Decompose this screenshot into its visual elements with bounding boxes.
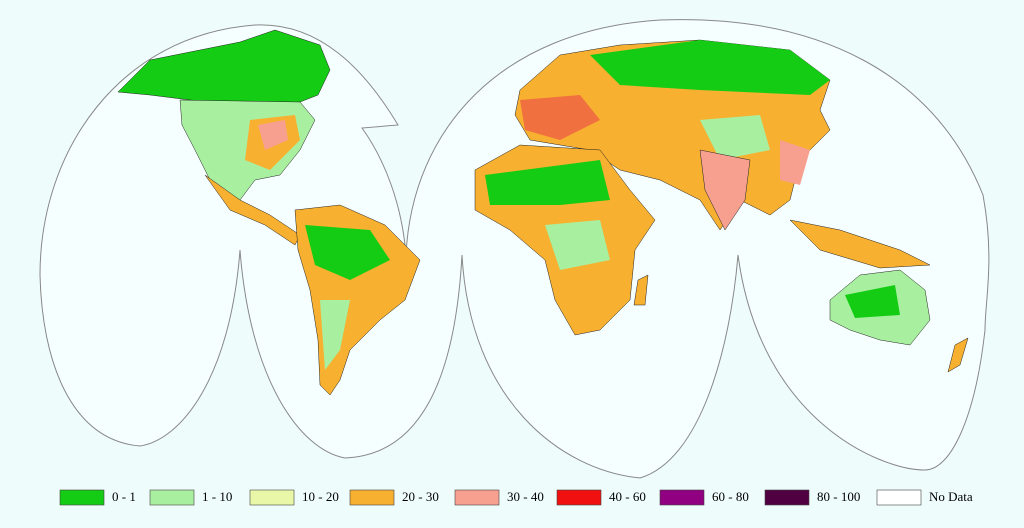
region-sahara	[485, 160, 610, 205]
legend-swatch	[764, 489, 810, 506]
region-central-asia	[700, 115, 770, 160]
landmass-new-zealand	[947, 337, 969, 373]
legend-label: 0 - 1	[112, 489, 136, 504]
region-us-east-red	[258, 120, 288, 150]
legend-label: 20 - 30	[402, 489, 439, 504]
region-europe	[520, 95, 600, 140]
region-india	[699, 149, 751, 231]
region-australia-interior	[845, 285, 900, 318]
legend-swatch	[876, 489, 922, 506]
legend-swatch	[149, 489, 195, 506]
region-amazon	[305, 225, 390, 280]
legend-swatch	[59, 489, 105, 506]
legend-swatch	[249, 489, 295, 506]
legend-swatch	[454, 489, 500, 506]
legend-label: No Data	[929, 489, 973, 504]
legend-label: 80 - 100	[817, 489, 860, 504]
region-central-africa	[545, 220, 610, 270]
legend-label: 1 - 10	[202, 489, 232, 504]
legend-swatch	[349, 489, 395, 506]
legend-label: 60 - 80	[712, 489, 749, 504]
region-china-east	[780, 140, 810, 185]
landmass-madagascar	[633, 274, 649, 306]
legend-label: 10 - 20	[302, 489, 339, 504]
legend-swatch	[659, 489, 705, 506]
landmass-se-asia	[789, 219, 931, 269]
legend-label: 40 - 60	[609, 489, 646, 504]
region-south-cone	[320, 300, 350, 370]
region-siberia	[590, 40, 830, 95]
legend: 0 - 1 1 - 10 10 - 20 20 - 30 30 - 40 40 - 60 6…	[59, 489, 973, 506]
legend-swatch	[556, 489, 602, 506]
legend-label: 30 - 40	[507, 489, 544, 504]
